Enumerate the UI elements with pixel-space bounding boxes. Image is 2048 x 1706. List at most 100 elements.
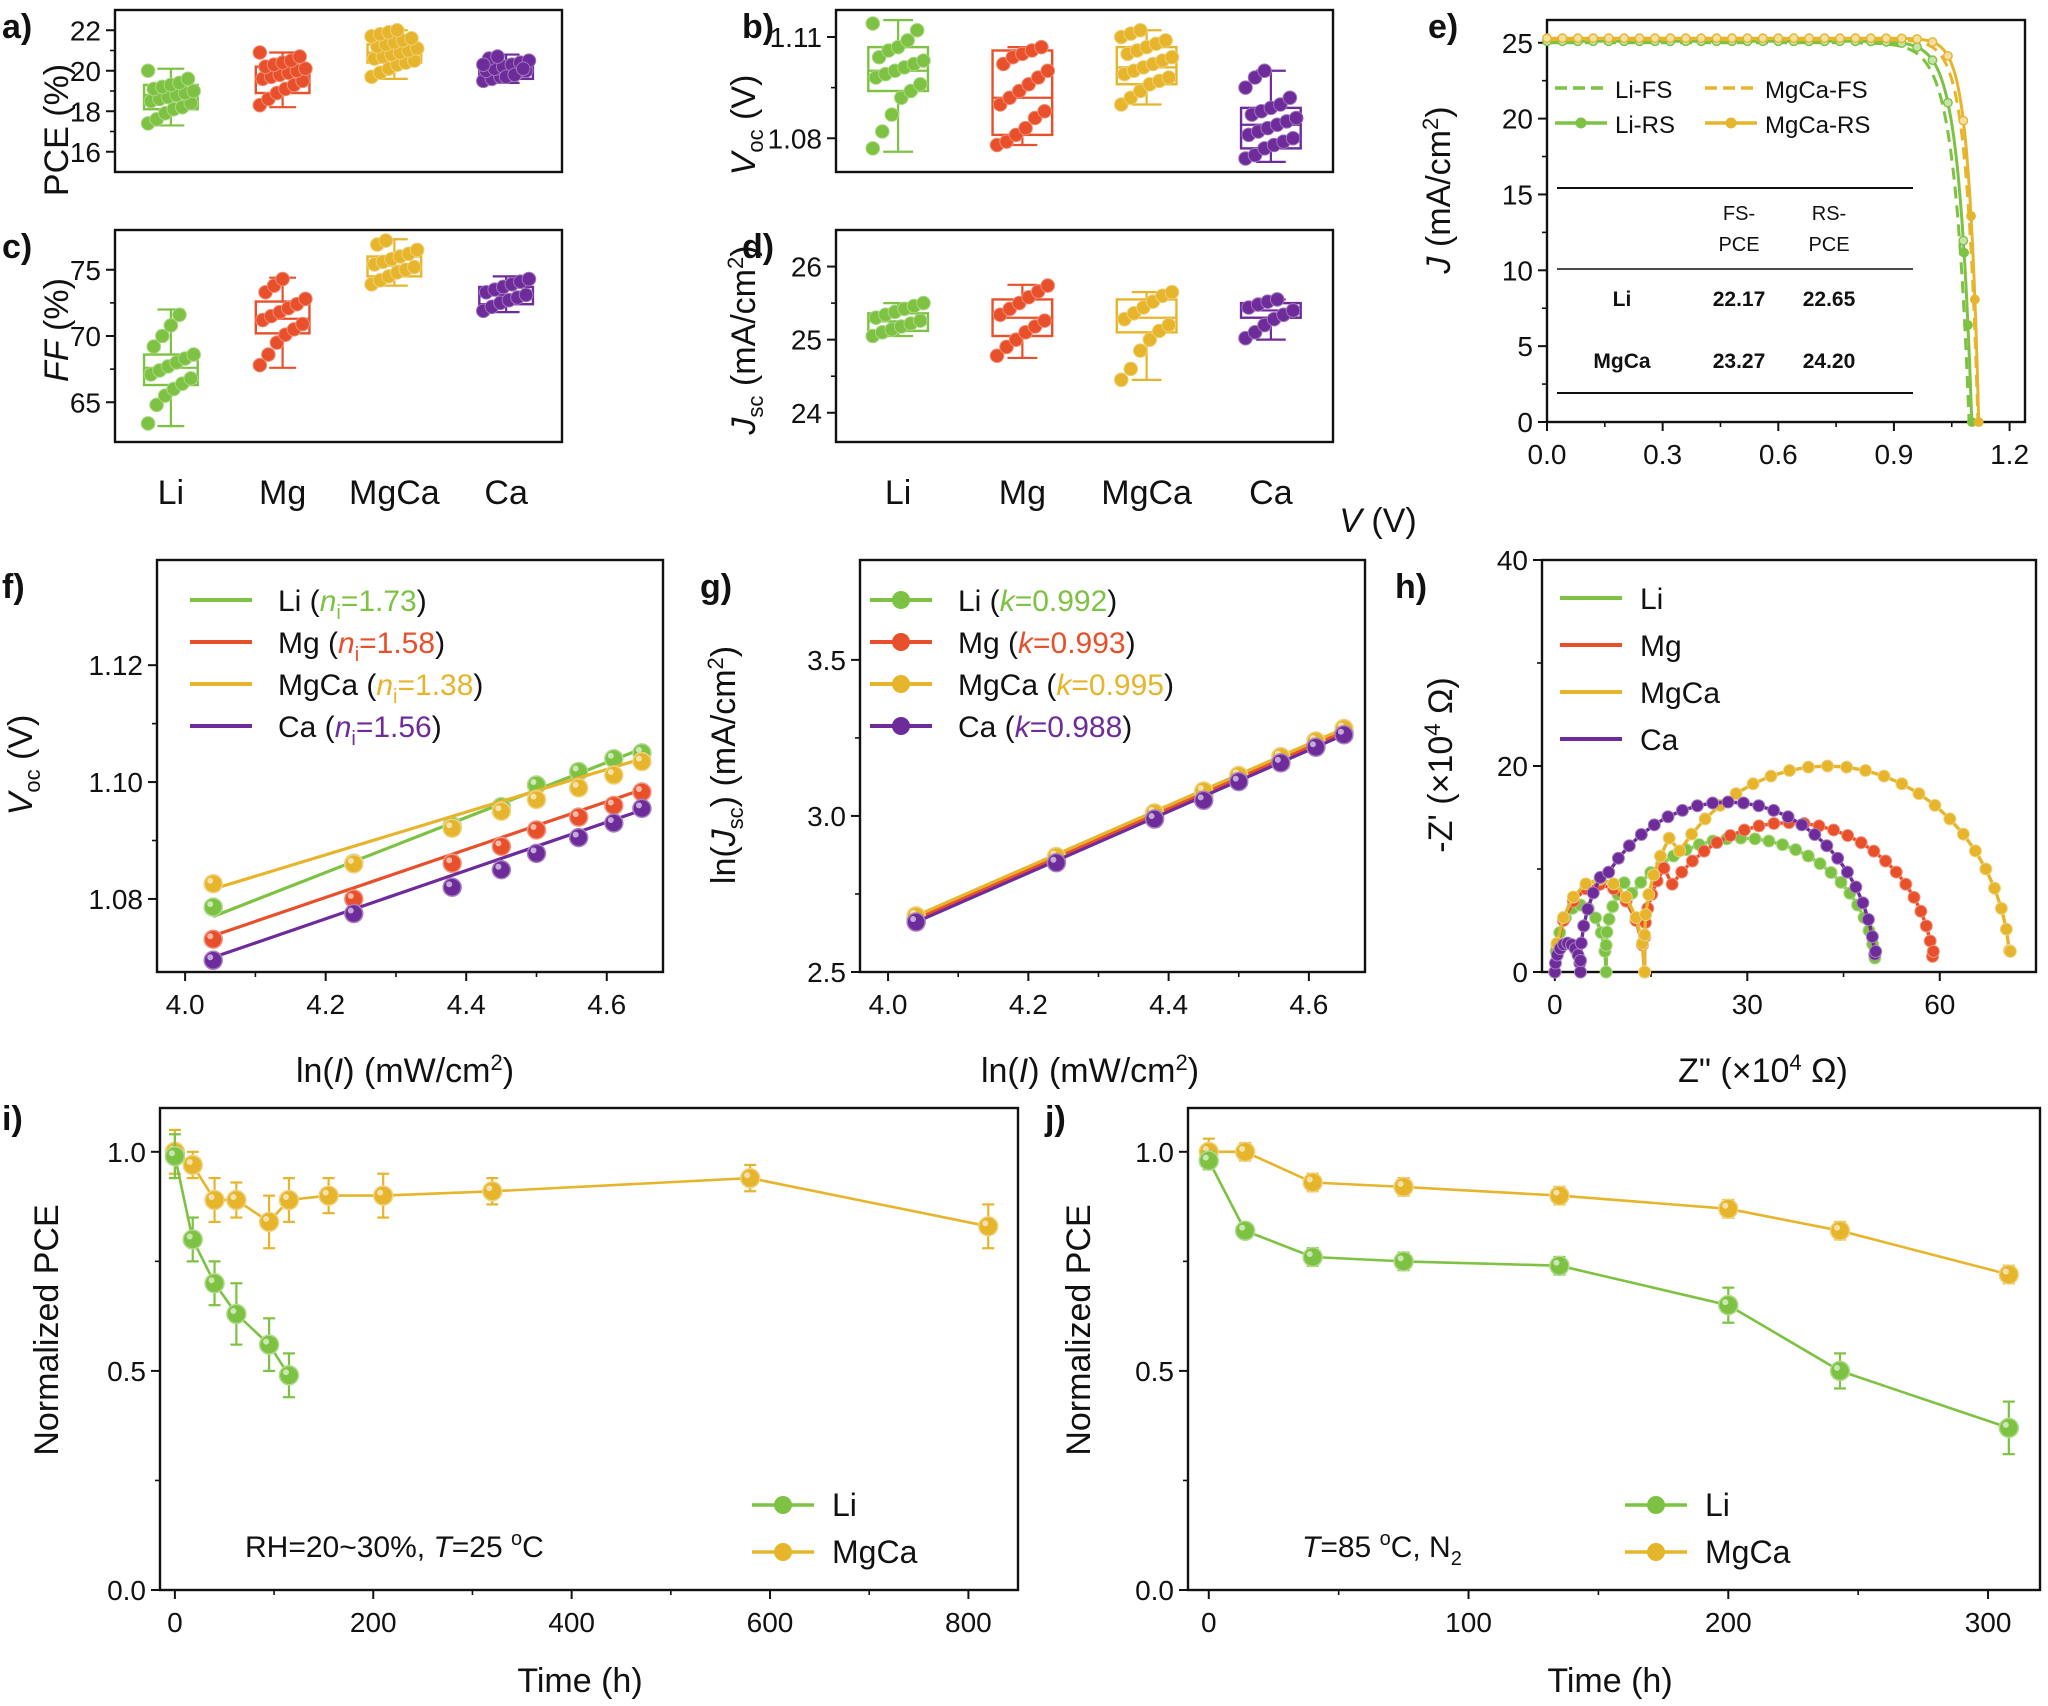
data-point-MgCa <box>1998 1264 2020 1285</box>
data-point-Ca <box>491 859 512 880</box>
data-point-Mg <box>526 820 547 840</box>
nyquist-point-MgCa <box>1968 844 1982 858</box>
nyquist-point-Mg <box>1867 844 1881 858</box>
i-annot-a: RH=20~30%, <box>245 1531 433 1564</box>
legend-value: =0.992 <box>1015 585 1108 618</box>
nyquist-point-Ca <box>1661 810 1675 824</box>
voc-unit: (V) <box>725 75 763 130</box>
nyquist-point-MgCa <box>1746 777 1760 791</box>
j-annot-b: C, N <box>1391 1531 1451 1564</box>
e-xlabel: V (V) <box>1339 502 1416 540</box>
data-point-Ca <box>490 49 505 64</box>
xtick-label-i: 400 <box>548 1607 595 1638</box>
legend-label-Li: Li <box>832 1487 857 1523</box>
g-ylabel-c: ) (mA/cm <box>705 669 743 807</box>
data-point-Ca <box>1269 292 1285 307</box>
data-point-highlight-Li <box>282 1369 289 1376</box>
jsc-sub: sc <box>743 396 768 418</box>
legend-label-MgCa: MgCa (ni=1.38) <box>278 669 483 708</box>
legend-close: ) <box>435 627 445 660</box>
data-point-Ca <box>518 287 534 303</box>
plot-frame-i <box>158 1106 1020 1592</box>
xtick-label-g: 4.4 <box>1149 989 1188 1020</box>
data-point-Mg <box>1034 39 1049 55</box>
data-point-highlight-Ca <box>1050 856 1057 863</box>
xtick-label-e: 0.0 <box>1528 439 1567 470</box>
ylabel-ff: FF (%) <box>38 278 76 382</box>
table-rs-MgCa: 24.20 <box>1803 350 1856 373</box>
nyquist-point-MgCa <box>1642 888 1656 902</box>
data-point-Ca <box>1193 790 1214 811</box>
data-point-highlight-Mg <box>446 857 453 864</box>
data-point-Mg <box>1037 103 1052 119</box>
jv-marker-MgCa-RS <box>1927 37 1938 47</box>
h-xlabel: Z" (×104 Ω) <box>1678 1050 1848 1090</box>
panel-label-d: d) <box>742 228 774 266</box>
jv-marker-MgCa-RS <box>1912 34 1922 44</box>
xtick-label-j: 200 <box>1705 1607 1752 1638</box>
data-point-highlight-Li <box>607 752 614 759</box>
legend-label-Li: Li (k=0.992) <box>958 585 1117 618</box>
voc-main: V <box>725 149 763 175</box>
i-xlabel: Time (h) <box>517 1662 642 1700</box>
data-point-Li <box>186 347 201 362</box>
data-point-Ca <box>1334 725 1354 745</box>
data-point-MgCa <box>1164 284 1180 300</box>
ytick-label-d: 26 <box>791 252 822 283</box>
g-xlabel: ln(I) (mW/cm2) <box>981 1050 1199 1090</box>
ytick-label-h: 20 <box>1497 751 1528 782</box>
data-point-highlight-Ca <box>1309 741 1316 748</box>
nyquist-point-MgCa <box>2003 944 2017 958</box>
panel-label-j: j) <box>1044 1100 1066 1138</box>
legend-marker-MgCa-RS <box>1725 117 1737 129</box>
legend-label-Li: Li (ni=1.73) <box>278 585 427 624</box>
stability-line-MgCa <box>174 1150 989 1228</box>
ytick-label-c: 65 <box>70 387 101 418</box>
xtick-label-f: 4.0 <box>166 989 205 1020</box>
data-point-Ca <box>1282 90 1298 106</box>
legend-label-Ca: Ca (ni=1.56) <box>278 711 442 750</box>
table-row-label-Li: Li <box>1613 288 1632 311</box>
panel-label-c: c) <box>2 228 32 266</box>
xtick-label-f: 4.4 <box>447 989 486 1020</box>
nyquist-point-Mg <box>1737 823 1751 837</box>
nyquist-point-Mg <box>1926 944 1940 958</box>
ylabel-voc: Voc (V) <box>725 75 768 176</box>
legend-param: n <box>320 585 337 618</box>
category-label-Li: Li <box>885 474 911 512</box>
jv-marker-MgCa-RS <box>1943 50 1953 61</box>
data-point-MgCa <box>442 818 462 838</box>
plot-frame-j <box>1186 1106 2042 1592</box>
data-point-Mg <box>989 348 1005 364</box>
nyquist-point-MgCa <box>1764 769 1778 783</box>
data-point-MgCa <box>739 1167 761 1189</box>
legend-param: k <box>1056 669 1073 702</box>
data-point-Li <box>164 1145 186 1167</box>
i-ylabel: Normalized PCE <box>28 1204 66 1455</box>
jsc-end: ) <box>725 245 763 256</box>
legend-marker-Li-RS <box>1575 117 1587 129</box>
ytick-label-c: 75 <box>70 255 101 286</box>
stability-line-Li <box>1207 1160 2010 1430</box>
table-header-rs-1: RS- <box>1812 203 1846 225</box>
data-point-highlight-MgCa <box>282 1194 289 1201</box>
xtick-label-j: 100 <box>1445 1607 1492 1638</box>
ytick-label-d: 24 <box>791 398 822 429</box>
data-point-Li <box>874 124 890 139</box>
nyquist-point-Mg <box>1723 829 1737 843</box>
data-point-Ca <box>521 271 537 287</box>
data-point-highlight-Li <box>530 778 537 785</box>
data-point-Ca <box>1285 130 1301 146</box>
nyquist-point-Ca <box>1573 965 1587 979</box>
data-point-highlight-Mg <box>572 811 579 818</box>
ytick-label-a: 16 <box>70 137 101 168</box>
ytick-label-b: 1.08 <box>768 123 823 154</box>
nyquist-point-Ca <box>1840 865 1854 879</box>
nyquist-point-Ca <box>1634 828 1648 842</box>
data-point-highlight-Mg <box>635 786 642 793</box>
legend-label-Li: Li <box>1705 1487 1730 1523</box>
nyquist-point-Li <box>1599 965 1613 979</box>
ytick-label-e: 15 <box>1502 179 1533 210</box>
category-label-MgCa: MgCa <box>1101 474 1192 512</box>
jv-marker-MgCa-RS <box>1619 33 1629 44</box>
